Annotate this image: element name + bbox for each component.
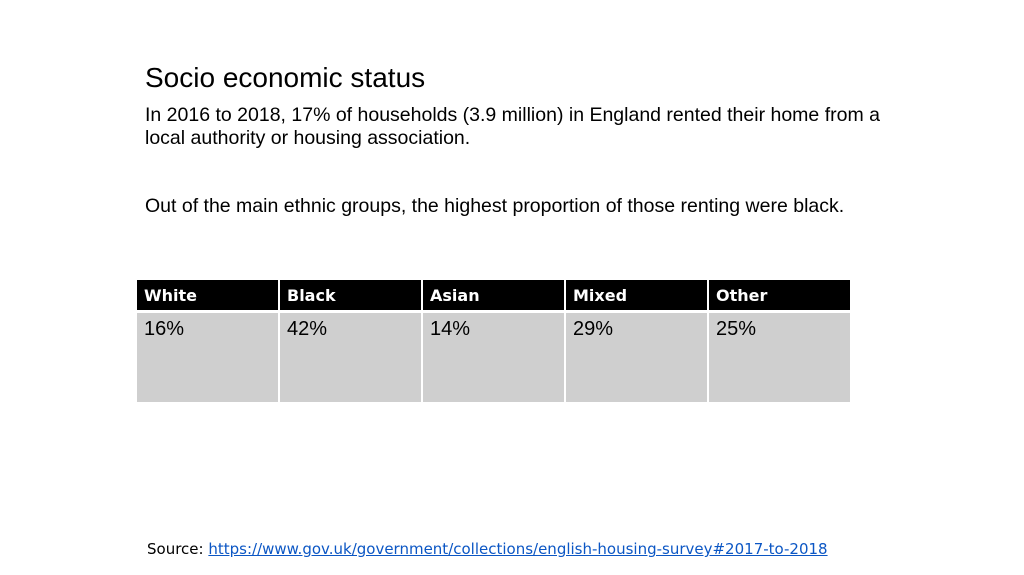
source-label: Source: bbox=[147, 540, 204, 558]
value-mixed: 29% bbox=[564, 311, 709, 402]
value-black: 42% bbox=[278, 311, 423, 402]
value-white: 16% bbox=[137, 311, 280, 402]
header-other: Other bbox=[707, 280, 850, 313]
table-header-row: White Black Asian Mixed Other bbox=[137, 280, 850, 313]
households-paragraph: In 2016 to 2018, 17% of households (3.9 … bbox=[145, 104, 880, 149]
value-other: 25% bbox=[707, 311, 850, 402]
source-link[interactable]: https://www.gov.uk/government/collection… bbox=[208, 540, 828, 558]
header-mixed: Mixed bbox=[564, 280, 709, 313]
renting-table: White Black Asian Mixed Other 16% 42% 14… bbox=[137, 280, 850, 402]
header-asian: Asian bbox=[421, 280, 566, 313]
table-row: 16% 42% 14% 29% 25% bbox=[137, 311, 850, 402]
value-asian: 14% bbox=[421, 311, 566, 402]
ethnic-groups-paragraph: Out of the main ethnic groups, the highe… bbox=[145, 195, 845, 217]
slide-title: Socio economic status bbox=[145, 62, 426, 93]
header-white: White bbox=[137, 280, 280, 313]
header-black: Black bbox=[278, 280, 423, 313]
source-line: Source: https://www.gov.uk/government/co… bbox=[147, 538, 828, 560]
